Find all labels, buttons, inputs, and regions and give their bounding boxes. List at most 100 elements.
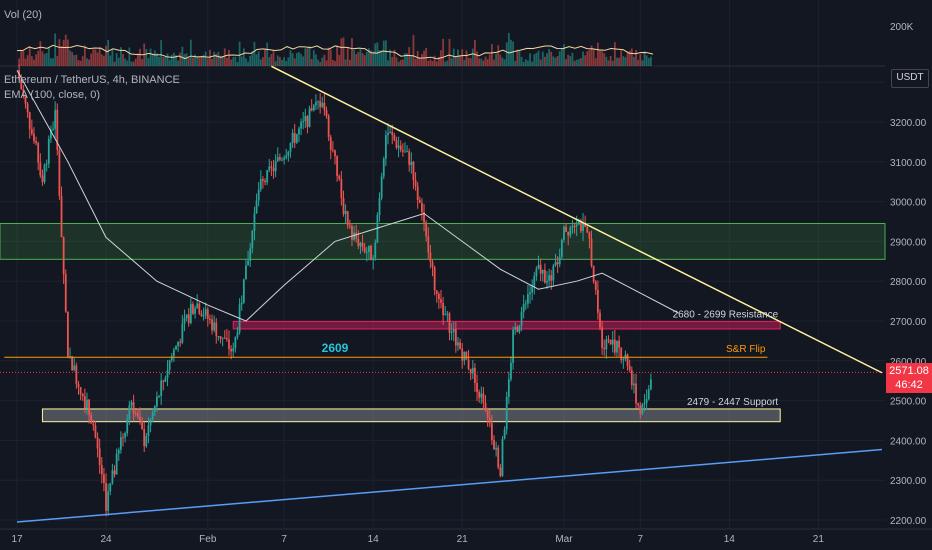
volume-bar [81, 56, 84, 66]
candle-body [440, 299, 442, 303]
candle-body [164, 378, 167, 382]
volume-bar [444, 61, 447, 66]
volume-bar [647, 58, 650, 66]
candle-body [565, 226, 567, 232]
candle-body [310, 108, 313, 111]
price-tick-label: 3200.00 [890, 118, 927, 129]
candle-body [412, 161, 415, 180]
support-zone [41, 408, 781, 423]
volume-bar [529, 53, 531, 66]
volume-bar [535, 53, 538, 66]
candle-body [172, 349, 175, 357]
volume-bar [344, 59, 347, 66]
volume-bar [105, 45, 107, 66]
candle-body [192, 303, 194, 314]
volume-bar [346, 47, 349, 66]
volume-bar [560, 48, 563, 66]
candle-body [300, 122, 302, 129]
annotation-labels: 2609 S&R Flip 2680 - 2699 Resistance 2479 -… [322, 309, 779, 408]
candle-body [414, 179, 417, 187]
volume-bar [96, 52, 99, 66]
candle-body [571, 226, 574, 228]
candle-body [529, 292, 531, 295]
candle-body [370, 245, 372, 261]
volume-bar [18, 58, 21, 66]
candle-body [399, 145, 402, 150]
volume-bar [156, 53, 158, 66]
candle-body [75, 365, 78, 384]
time-axis[interactable]: 17 24 Feb 7 14 21 Mar 7 14 21 [0, 528, 932, 545]
volume-bar [262, 57, 264, 66]
volume-bar [490, 44, 493, 66]
candle-body [276, 157, 279, 161]
candle-body [594, 281, 597, 290]
candle-body [357, 238, 360, 247]
volume-bar [539, 59, 542, 66]
currency-button[interactable]: USDT [891, 69, 929, 88]
candle-body [588, 232, 591, 239]
candle-body [109, 483, 112, 492]
volume-bar [62, 39, 65, 66]
volume-bar [28, 46, 31, 66]
volume-bar [582, 51, 584, 66]
candle-body [389, 131, 392, 133]
candle-body [463, 352, 466, 361]
time-tick-label: 21 [813, 534, 825, 545]
candle-body [421, 202, 423, 213]
volume-bar [363, 55, 366, 66]
candle-body [647, 389, 650, 400]
candle-body [592, 265, 595, 282]
volume-bar [291, 53, 294, 66]
volume-bar [573, 60, 576, 66]
volume-bar [469, 58, 472, 66]
price-tick-label: 2400.00 [890, 436, 927, 447]
ema-line [16, 70, 679, 322]
volume-bar [397, 61, 400, 66]
volume-bar [571, 52, 574, 66]
volume-bar [181, 46, 184, 66]
candle-body [54, 109, 57, 129]
volume-bar [124, 58, 127, 66]
candle-body [537, 264, 540, 269]
candle-body [92, 423, 95, 426]
volume-bar [310, 59, 313, 66]
time-tick-label: 21 [457, 534, 469, 545]
candle-body [497, 447, 500, 468]
volume-bar [649, 56, 652, 66]
volume-bar [554, 57, 557, 66]
volume-bar [588, 50, 591, 66]
candle-body [183, 318, 186, 324]
volume-bar [533, 54, 536, 66]
volume-bar [580, 58, 582, 66]
symbol-legend: Ethereum / TetherUS, 4h, BINANCE [4, 74, 180, 86]
volume-bar [499, 54, 502, 66]
candle-body [348, 225, 351, 227]
candle-body [484, 402, 487, 411]
candle-body [79, 386, 82, 394]
candle-body [149, 419, 152, 426]
candle-body [287, 151, 290, 156]
candle-body [249, 248, 252, 261]
volume-bar [90, 53, 93, 66]
volume-bar [372, 51, 375, 66]
candle-body [535, 268, 538, 277]
candle-body [162, 380, 165, 382]
volume-bar [418, 58, 421, 66]
candle-body [255, 200, 258, 214]
volume-bar [196, 57, 199, 66]
volume-bar [240, 56, 243, 66]
price-axis[interactable]: 3200.00 3100.00 3000.00 2900.00 2800.00 2700.… [890, 22, 927, 527]
candle-body [351, 226, 353, 240]
candle-body [355, 232, 358, 239]
volume-bar [202, 54, 205, 66]
volume-bar [35, 54, 37, 66]
support-label: 2479 - 2447 Support [687, 397, 778, 408]
candle-body [365, 251, 368, 253]
candle-body [437, 293, 440, 300]
candle-body [179, 341, 182, 343]
candle-body [28, 112, 31, 130]
volume-bar [488, 54, 491, 66]
volume-bar [103, 55, 105, 66]
volume-bar [200, 56, 203, 66]
